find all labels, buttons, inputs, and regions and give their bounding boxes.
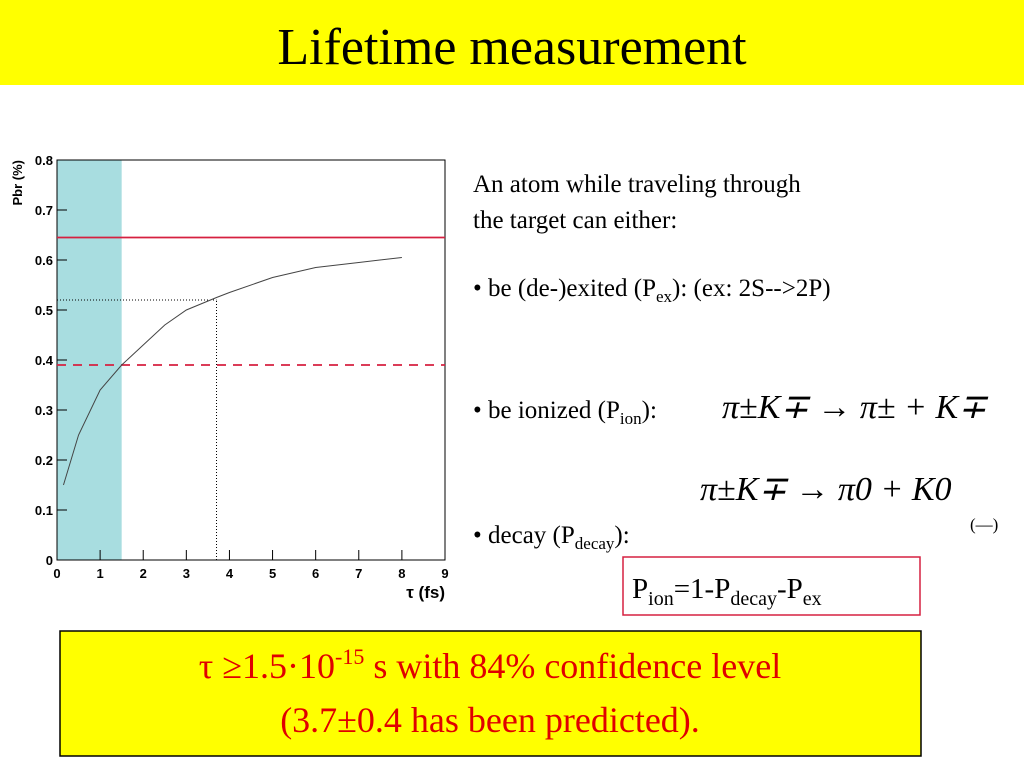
x-tick-label: 2 [140,566,147,581]
x-tick-label: 4 [226,566,234,581]
formula: π±K∓ → π0 + K0 [700,471,952,508]
bullet: • be (de-)exited (Pex): (ex: 2S-->2P) [473,275,831,306]
curve [62,257,402,486]
relation: Pion=1-Pdecay-Pex [632,573,822,610]
formula-note: (—) [970,515,998,534]
subscript: ion [648,588,674,610]
subscript: ex [803,588,822,610]
x-tick-label: 3 [183,566,190,581]
x-tick-label: 0 [53,566,60,581]
subscript: decay [730,588,777,610]
result-text: τ ≥1.5·10 [199,646,335,686]
result-line: (3.7±0.4 has been predicted). [280,700,700,740]
x-tick-label: 5 [269,566,276,581]
bullet-text: ): (ex: 2S-->2P) [672,275,831,302]
subscript: decay [575,534,615,553]
x-axis-label: τ (fs) [406,583,445,602]
relation-text: -P [777,573,803,605]
bullet-text: • decay (P [473,522,575,549]
result-line: τ ≥1.5·10-15 s with 84% confidence level [199,644,781,686]
bullet-text: ): [642,397,657,424]
bullet-text: ): [614,522,629,549]
shaded-region [57,160,122,560]
bullet: • decay (Pdecay): [473,522,630,553]
y-axis-label: Pbr (%) [10,160,25,206]
x-tick-label: 8 [398,566,405,581]
y-tick-label: 0.3 [35,403,53,418]
y-tick-label: 0.8 [35,153,53,168]
y-tick-label: 0 [46,553,53,568]
relation-box [622,556,921,616]
title-bar [0,0,1024,85]
bullet-text: • be (de-)exited (P [473,275,656,302]
x-tick-label: 6 [312,566,319,581]
y-tick-label: 0.1 [35,503,53,518]
plot: 0 1 2 3 4 5 6 7 8 9 0 0.1 0.2 0.3 0.4 0.5 0.6 0.7 0.8 τ (fs… [10,153,449,602]
y-tick-label: 0.2 [35,453,53,468]
y-tick-label: 0.4 [35,353,54,368]
formula: π±K∓ → π± + K∓ [722,389,989,426]
intro: the target can either: [473,207,677,234]
subscript: ex [656,287,673,306]
relation-text: P [632,573,648,605]
slide-title: Lifetime measurement [277,19,747,76]
intro-line: An atom while traveling through the targe… [473,171,801,234]
result-box [59,630,922,757]
x-tick-label: 1 [96,566,103,581]
y-tick-label: 0.6 [35,253,53,268]
y-tick-label: 0.5 [35,303,53,318]
intro: An atom while traveling through [473,171,801,198]
bullet: • be ionized (Pion): [473,397,657,428]
relation-text: =1-P [674,573,731,605]
bullet-text: • be ionized (P [473,397,620,424]
result-text: s with 84% confidence level [364,646,781,686]
subscript: ion [620,409,642,428]
superscript: -15 [335,644,364,669]
x-tick-label: 7 [355,566,362,581]
y-tick-label: 0.7 [35,203,53,218]
x-tick-label: 9 [441,566,448,581]
